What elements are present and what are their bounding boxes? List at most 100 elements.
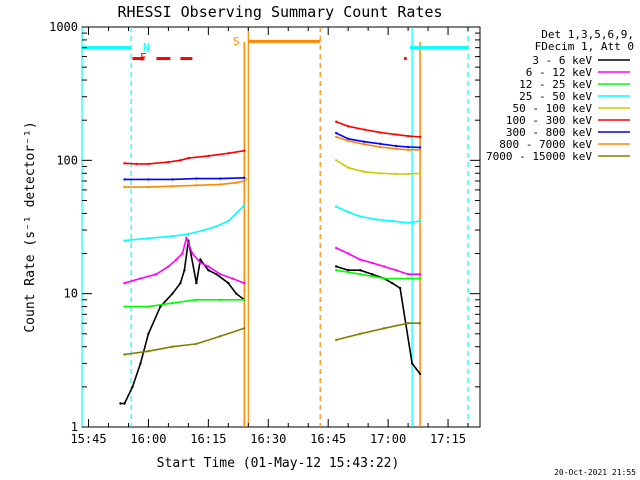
series-point-6-1-3 [378,142,382,145]
series-point-3-1-5 [406,221,410,224]
series-line-7-0 [124,180,245,188]
series-point-3-0-6 [227,219,230,223]
flag-label-f: F [140,51,147,64]
x-tick-label-6: 17:15 [430,432,466,446]
series-point-8-0-1 [147,350,150,353]
series-point-5-1-3 [378,131,382,134]
series-point-6-1-2 [363,140,366,143]
series-point-0-1-2 [359,269,362,272]
series-point-8-1-0 [335,338,338,342]
series-point-0-0-7 [179,281,182,285]
series-point-8-1-4 [418,322,422,325]
series-point-1-0-8 [199,261,202,265]
series-point-3-0-3 [187,232,190,236]
series-point-2-0-2 [171,301,174,305]
series-point-5-0-3 [167,160,170,164]
series-point-1-1-1 [347,252,350,255]
series-point-7-1-4 [394,147,398,150]
y-tick-label-2: 100 [56,153,78,167]
series-line-5-0 [124,149,245,165]
series-line-3-0 [124,204,245,242]
x-axis-label: Start Time (01-May-12 15:43:22) [157,456,400,471]
y-tick-label-1: 10 [64,287,78,301]
plot-area: 15:45 16:00 16:15 16:30 16:45 17:00 17:15 1 10 10… [49,20,481,446]
legend-label-4: 50 - 100 keV [513,102,593,115]
series-point-6-0-3 [195,177,198,180]
series-point-0-0-14 [227,281,230,285]
series-point-1-1-6 [406,273,410,276]
series-point-6-1-4 [394,144,398,148]
series-point-4-1-0 [335,159,338,162]
series-point-3-1-3 [374,218,378,221]
y-tick-label-0: 1 [71,420,78,434]
x-tick-label-5: 17:00 [370,432,406,446]
series-point-7-1-3 [378,145,382,149]
series-point-4-1-2 [363,170,366,173]
series-point-0-1-0 [335,265,338,268]
series-point-2-0-3 [195,298,198,301]
series-point-3-0-4 [203,228,206,232]
series-point-7-0-4 [219,183,222,186]
series-point-0-0-4 [147,332,150,335]
series-point-1-0-9 [207,265,210,268]
series-point-2-1-3 [406,277,410,280]
series-line-1-1 [335,247,421,276]
series-line-3-1 [335,205,421,224]
series-point-3-0-0 [123,239,126,242]
series-point-6-1-0 [335,131,338,135]
series-point-7-0-2 [171,185,174,188]
series-point-4-1-4 [394,172,398,176]
series-point-3-0-8 [243,204,246,207]
series-point-8-1-3 [406,322,410,325]
series-line-0-0 [120,240,245,405]
series-point-7-1-2 [363,143,366,146]
series-point-3-1-0 [335,205,338,208]
series-point-1-0-10 [219,273,222,276]
series-point-4-0-1 [245,178,248,181]
series-point-1-0-11 [231,277,234,280]
x-tick-label-0: 15:45 [70,432,106,446]
series-point-2-0-4 [219,298,222,301]
series-point-7-0-6 [243,179,246,183]
series-point-6-0-4 [219,177,222,180]
series-point-5-1-4 [394,133,398,136]
legend-header-1: FDecim 1, Att 0 [535,40,634,53]
series-point-0-0-6 [171,292,174,295]
series-point-8-1-1 [359,332,362,335]
legend-label-8: 7000 - 15000 keV [486,150,592,163]
series-point-4-1-1 [347,166,350,169]
series-point-7-1-5 [406,148,410,151]
series-point-6-0-0 [123,178,126,181]
series-point-0-1-1 [347,269,350,272]
y-tick-label-3: 1000 [49,20,78,34]
series-point-5-1-6 [418,135,422,139]
series-point-4-1-5 [406,172,410,176]
series-point-3-1-1 [347,210,350,214]
series-line-2-0 [124,298,245,308]
series-point-7-0-3 [195,184,198,187]
series-point-0-0-0 [119,402,122,405]
series-point-8-0-3 [195,342,198,346]
legend-label-1: 6 - 12 keV [526,66,593,79]
series-point-7-0-5 [235,181,238,184]
series-line-5-1 [335,120,421,138]
series-point-5-0-8 [243,149,246,152]
series-point-3-0-5 [215,225,218,228]
series-point-0-0-2 [131,385,134,389]
series-point-3-1-6 [418,219,422,223]
series-point-5-1-2 [363,128,366,131]
series-point-3-0-1 [147,237,150,240]
series-point-6-0-2 [171,178,174,181]
series-point-5-0-7 [227,152,230,155]
legend: Det 1,3,5,6,9,FDecim 1, Att 03 - 6 keV6 … [486,28,634,163]
series-point-6-1-6 [418,146,422,149]
series-point-8-0-2 [171,345,174,348]
series-point-0-1-6 [398,286,402,290]
flag-label-s: S [233,35,240,48]
series-lines [119,120,422,405]
series-point-5-0-6 [207,154,210,158]
series-point-1-0-6 [185,237,188,240]
series-point-5-1-1 [347,125,350,128]
series-point-4-1-3 [378,172,382,175]
